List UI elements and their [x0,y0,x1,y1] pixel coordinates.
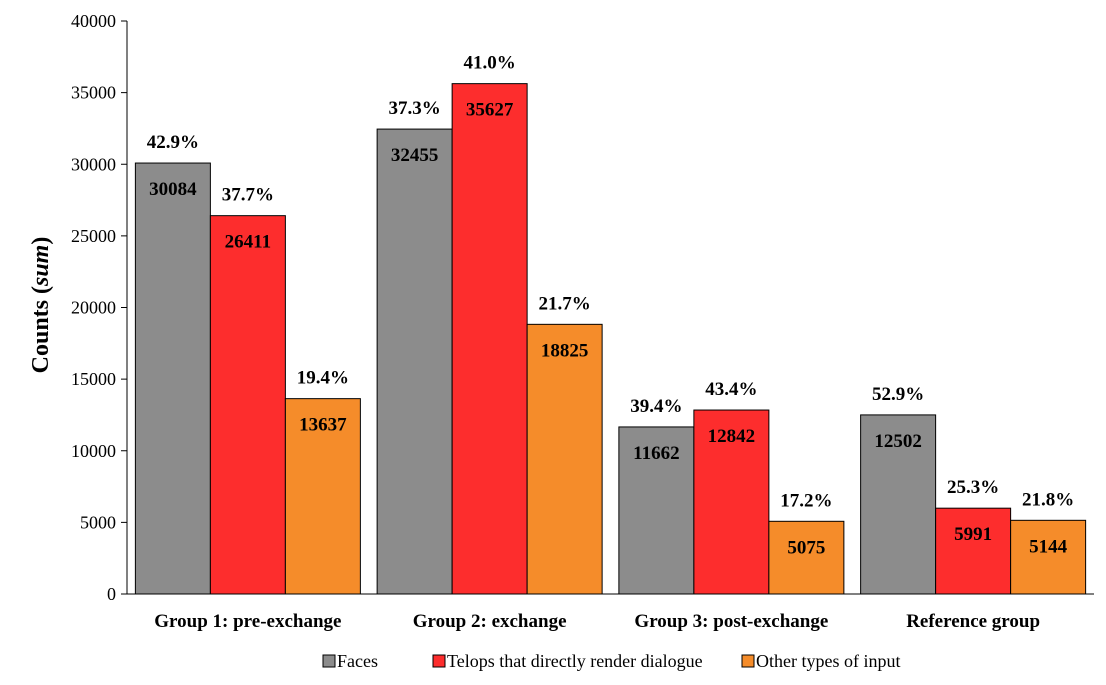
y-tick-label: 35000 [71,83,116,103]
bar-percent-label: 41.0% [464,53,516,74]
bar-faces [376,128,453,595]
y-axis-label-paren-close: ) [28,237,54,245]
x-axis: Group 1: pre-exchange Group 2: exchange Gr… [127,593,1094,632]
bar-value-label: 32455 [391,145,439,166]
y-tick-label: 5000 [80,512,116,532]
y-axis: 0 5000 10000 15000 20000 25000 30000 35000 40000 [71,11,128,604]
y-axis-label: Counts (sum) [28,237,54,374]
bar-faces [860,414,937,595]
x-category-label: Reference group [906,611,1040,632]
bar-value-label: 12502 [874,431,922,452]
x-category-label: Group 3: post-exchange [634,611,828,632]
bar-telops [935,507,1012,595]
bar-value-label: 11662 [633,443,679,464]
bar-telops [451,83,528,595]
bar-percent-label: 19.4% [297,368,349,389]
y-tick-label: 40000 [71,11,116,31]
bars [134,83,1087,595]
bar-other [526,323,603,595]
bar-value-label: 5075 [787,537,825,558]
x-category-label: Group 1: pre-exchange [154,611,341,632]
bar-percent-label: 43.4% [705,379,757,400]
y-tick-label: 30000 [71,154,116,174]
y-axis-label-paren-open: ( [28,286,54,294]
bar-percent-label: 39.4% [630,396,682,417]
bar-value-label: 12842 [708,426,756,447]
bar-percent-label: 37.3% [389,98,441,119]
bar-percent-label: 37.7% [222,185,274,206]
bar-value-label: 30084 [149,179,197,200]
data-labels: 30084 42.9% 26411 37.7% 13637 19.4% 32455 37.3%… [147,53,1075,559]
legend-swatch [741,654,755,668]
y-tick-label: 0 [107,584,116,604]
bar-value-label: 35627 [466,100,514,121]
bar-percent-label: 25.3% [947,477,999,498]
bar-value-label: 5991 [954,524,992,545]
bar-other [1010,519,1087,595]
bar-faces [134,162,211,595]
bar-other [284,398,361,595]
bar-value-label: 26411 [225,232,271,253]
legend-label: Other types of input [756,651,900,671]
bar-other [768,520,845,595]
y-tick-label: 10000 [71,441,116,461]
bar-percent-label: 21.8% [1022,489,1074,510]
bar-percent-label: 21.7% [539,293,591,314]
y-axis-label-main: Counts [28,294,54,373]
legend: Faces Telops that directly render dialogu… [322,651,900,671]
legend-swatch [432,654,446,668]
bar-value-label: 5144 [1029,536,1068,557]
bar-telops [209,215,286,595]
x-category-label: Group 2: exchange [413,611,567,632]
legend-label: Faces [337,651,378,671]
bar-faces [618,426,695,595]
y-tick-label: 15000 [71,369,116,389]
y-axis-label-italic: sum [28,245,54,287]
bar-percent-label: 42.9% [147,132,199,153]
bar-value-label: 18825 [541,340,589,361]
legend-label: Telops that directly render dialogue [447,651,703,671]
y-tick-label: 20000 [71,298,116,318]
legend-swatch [322,654,336,668]
y-tick-label: 25000 [71,226,116,246]
bar-percent-label: 17.2% [780,490,832,511]
bar-value-label: 13637 [299,415,347,436]
bar-percent-label: 52.9% [872,384,924,405]
